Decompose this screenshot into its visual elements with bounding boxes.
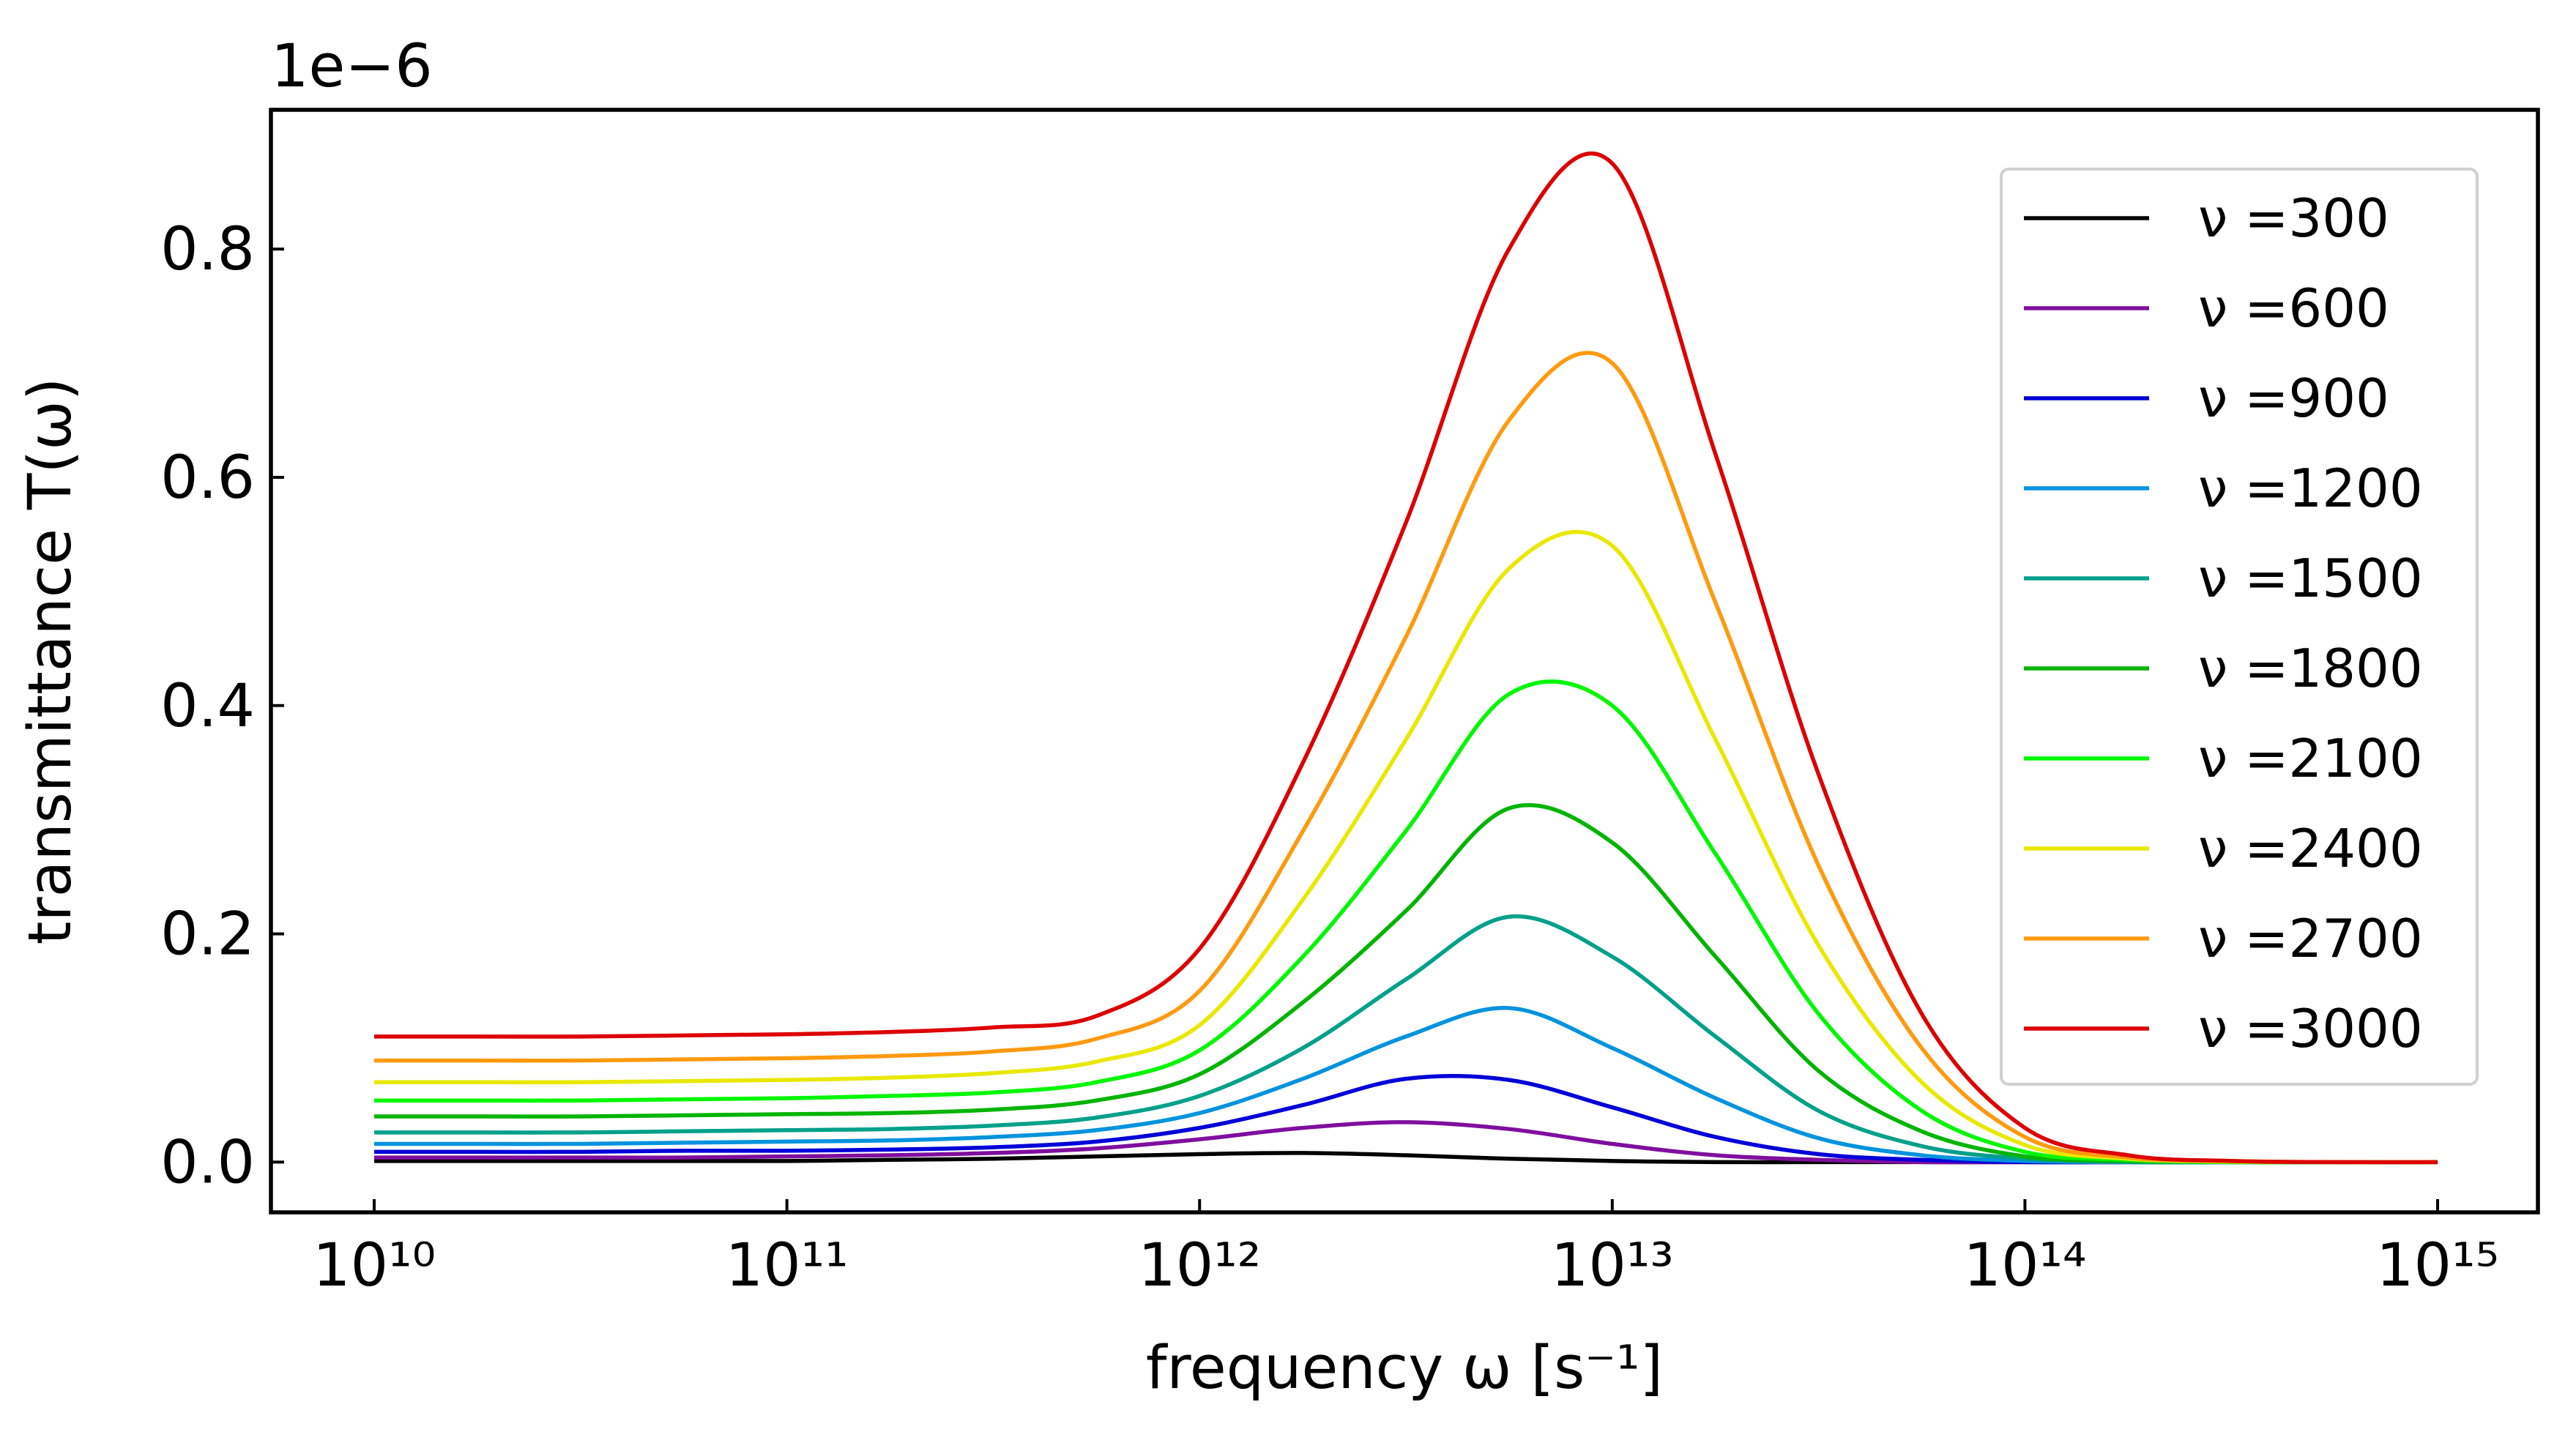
plot-area (374, 151, 2438, 1165)
legend-label: ν =300 (2198, 187, 2389, 249)
series-line (374, 803, 2438, 1165)
y-tick-label: 0.8 (160, 215, 255, 284)
series-line (374, 1074, 2438, 1165)
legend-label: ν =1200 (2198, 458, 2423, 519)
y-tick-label: 0.6 (160, 444, 255, 512)
series-line (374, 151, 2438, 1165)
x-tick-label: 10¹⁰ (313, 1231, 436, 1300)
series-line (374, 529, 2438, 1165)
legend-label: ν =600 (2198, 277, 2389, 339)
legend-label: ν =2700 (2198, 908, 2423, 969)
legend-label: ν =900 (2198, 368, 2389, 429)
series-line (374, 351, 2438, 1165)
legend-label: ν =2100 (2198, 728, 2423, 789)
legend-label: ν =3000 (2198, 998, 2423, 1059)
y-axis-label: transmittance T(ω) (16, 378, 85, 945)
legend-label: ν =1800 (2198, 638, 2423, 699)
legend-label: ν =1500 (2198, 548, 2423, 609)
plot-frame (269, 108, 2540, 1215)
series-line (374, 679, 2438, 1165)
y-tick-label: 0.4 (160, 672, 255, 741)
x-axis-label: frequency ω [s⁻¹] (1146, 1334, 1663, 1403)
legend-label: ν =2400 (2198, 818, 2423, 879)
x-tick-label: 10¹¹ (726, 1231, 849, 1300)
x-tick-label: 10¹³ (1551, 1231, 1674, 1300)
x-tick-label: 10¹⁴ (1963, 1231, 2086, 1300)
y-tick-label: 0.0 (160, 1128, 255, 1197)
x-tick-label: 10¹⁵ (2376, 1231, 2499, 1300)
y-tick-label: 0.2 (160, 900, 255, 969)
legend: ν =300 ν =600 ν =900 ν =1200 ν =1500 ν =1800 ν… (2000, 168, 2479, 1086)
x-tick-label: 10¹² (1138, 1231, 1261, 1300)
y-offset-label: 1e−6 (271, 32, 433, 101)
